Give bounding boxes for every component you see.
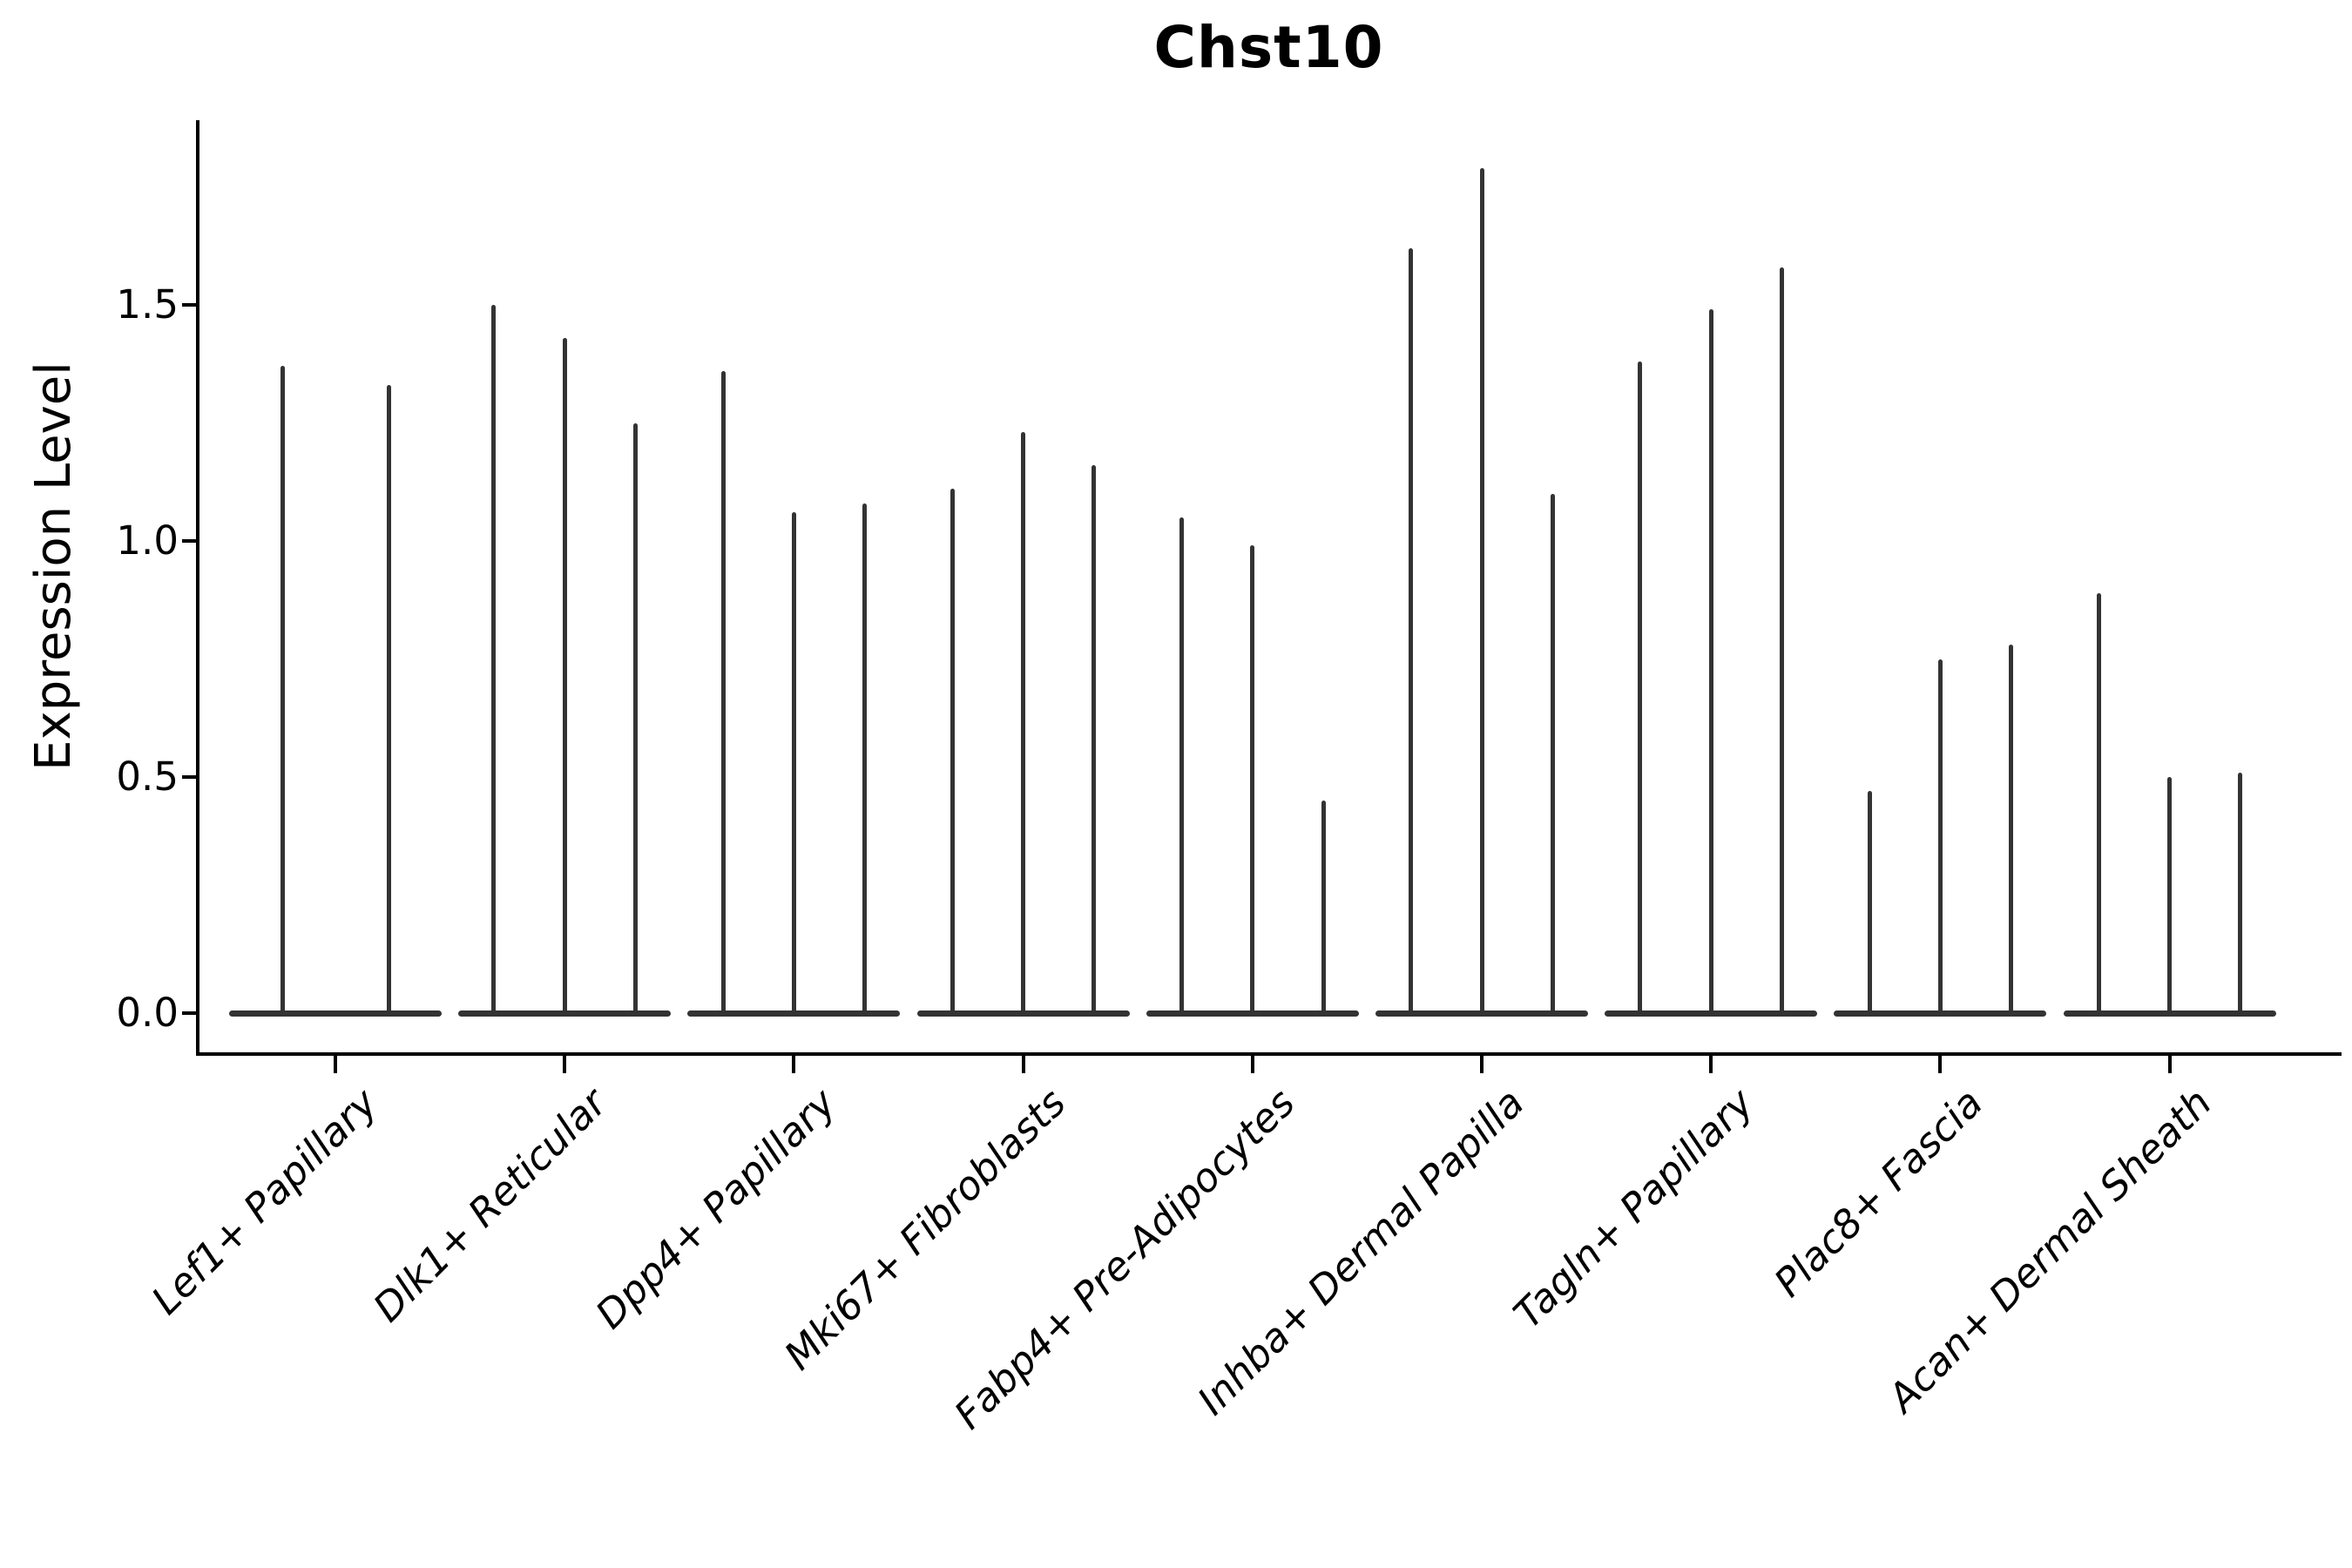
violin-base [1605, 1010, 1818, 1017]
violin-spike [2096, 592, 2101, 1013]
violin-base [1375, 1010, 1588, 1017]
violin-spike [2009, 645, 2014, 1013]
y-tick-label: 1.5 [116, 281, 179, 328]
x-tick [2167, 1056, 2172, 1073]
violin-spike [562, 337, 567, 1013]
x-tick-label: Tagln+ Papillary [1504, 1079, 1762, 1338]
violin-base [1146, 1010, 1359, 1017]
violin-spike [1250, 545, 1255, 1013]
x-tick-label: Dlk1+ Reticular [364, 1079, 616, 1331]
violin-spike [386, 385, 391, 1013]
violin-spike [1550, 493, 1555, 1013]
x-axis-spine [196, 1052, 2342, 1056]
violin-spike [2238, 772, 2243, 1013]
violin-base [2063, 1010, 2276, 1017]
x-tick [792, 1056, 796, 1073]
violin-spike [2167, 777, 2173, 1013]
violin-spike [1638, 362, 1643, 1013]
violin-base [229, 1010, 442, 1017]
violin-spike [633, 422, 639, 1013]
violin-base [1834, 1010, 2047, 1017]
x-tick [1480, 1056, 1484, 1073]
x-tick [563, 1056, 567, 1073]
y-tick [182, 539, 196, 543]
y-axis-label: Expression Level [25, 362, 82, 771]
x-tick [1938, 1056, 1943, 1073]
violin-spike [720, 370, 726, 1013]
x-tick [1250, 1056, 1254, 1073]
violin-spike [1780, 267, 1785, 1013]
x-tick [334, 1056, 337, 1073]
violin-spike [1321, 801, 1326, 1013]
violin-spike [1021, 432, 1026, 1013]
y-tick-label: 1.0 [116, 517, 179, 564]
violin-spike [1479, 167, 1484, 1013]
violin-spike [1409, 247, 1414, 1013]
x-tick [1709, 1056, 1713, 1073]
violin-base [687, 1010, 901, 1017]
violin-spike [862, 503, 868, 1013]
violin-spike [491, 305, 497, 1013]
x-tick-label: Dpp4+ Papillary [586, 1079, 846, 1338]
violin-spike [280, 366, 285, 1013]
violin-spike [1937, 659, 1943, 1013]
violin-spike [1179, 517, 1184, 1013]
violin-spike [1867, 791, 1872, 1013]
x-tick-label: Plac8+ Fascia [1765, 1079, 1992, 1307]
y-tick [182, 775, 196, 779]
y-tick-label: 0.5 [116, 754, 179, 800]
y-tick-label: 0.0 [116, 990, 179, 1036]
plot-title: Chst10 [1153, 14, 1384, 81]
x-tick [1021, 1056, 1025, 1073]
x-tick-label: Lef1+ Papillary [142, 1079, 387, 1324]
violin-base [916, 1010, 1130, 1017]
violin-spike [1708, 309, 1713, 1013]
y-tick [182, 303, 196, 307]
y-tick [182, 1011, 196, 1015]
violin-spike [791, 512, 796, 1013]
violin-spike [1092, 465, 1097, 1013]
y-axis-spine [196, 120, 199, 1056]
violin-spike [950, 489, 955, 1013]
violin-base [458, 1010, 672, 1017]
